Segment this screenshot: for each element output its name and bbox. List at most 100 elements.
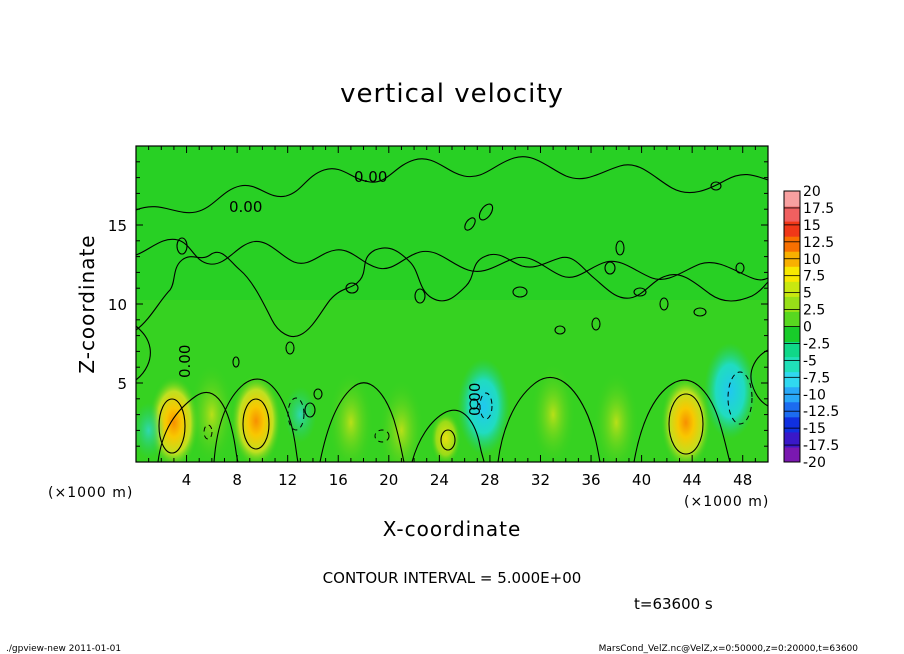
- colorbar-swatch: [784, 356, 800, 373]
- contour-updraft: [440, 429, 456, 451]
- colorbar-label: 2.5: [803, 303, 825, 319]
- contour-small: [176, 237, 188, 255]
- updraft-shading: [659, 374, 712, 462]
- downdraft-shading: [704, 342, 757, 439]
- colorbar-label: 7.5: [803, 269, 825, 285]
- contour-small: [464, 217, 476, 231]
- x-tick-label: 12: [278, 471, 297, 489]
- contour-label: 0.00: [354, 168, 387, 186]
- colorbar-label: -20: [803, 455, 826, 471]
- contour-small: [633, 287, 647, 297]
- contour-small: [313, 388, 323, 400]
- x-tick-label: 36: [581, 471, 600, 489]
- colorbar-label: -15: [803, 421, 826, 437]
- contour-lines: [136, 156, 768, 462]
- contour-small: [478, 203, 494, 221]
- colorbar-label: -2.5: [803, 336, 830, 352]
- y-axis-label: Z-coordinate: [75, 234, 99, 373]
- contour-small: [710, 181, 722, 191]
- colorbar-label: 5: [803, 286, 812, 302]
- colorbar: 2017.51512.5107.552.50-2.5-5-7.5-10-12.5…: [783, 184, 839, 471]
- x-tick-label: 24: [430, 471, 449, 489]
- x-tick-label: 44: [683, 471, 702, 489]
- colorbar-label: 17.5: [803, 201, 834, 217]
- time-label: t=63600 s: [634, 595, 713, 613]
- contour-line: [497, 377, 601, 462]
- contour-small: [604, 261, 616, 275]
- x-axis: 4 8 12 16 20 24 28 32 36 40 44 48: [148, 146, 756, 489]
- colorbar-swatch: [784, 281, 800, 297]
- contour-downdraft: [287, 397, 305, 431]
- contour-line: [411, 409, 485, 462]
- contour-downdraft: [203, 424, 213, 440]
- colorbar-swatch: [784, 371, 800, 388]
- x-tick-label: 40: [632, 471, 651, 489]
- x-tick-label: 16: [329, 471, 348, 489]
- colorbar-swatch: [784, 311, 800, 327]
- contour-small: [304, 402, 316, 418]
- updraft-shading: [230, 372, 283, 462]
- contour-small: [345, 282, 359, 294]
- contour-line: [136, 247, 768, 338]
- field-shading: [531, 364, 576, 462]
- x-tick-label: 32: [531, 471, 550, 489]
- field-shading: [189, 364, 234, 462]
- colorbar-label: 15: [803, 218, 821, 234]
- contour-label: 0.00: [176, 345, 194, 378]
- contour-small: [659, 297, 669, 311]
- contour-small: [693, 307, 707, 317]
- contour-small: [414, 288, 426, 304]
- downdraft-shading: [457, 358, 510, 455]
- colorbar-swatch: [784, 221, 800, 237]
- colorbar-swatch: [784, 206, 800, 222]
- colorbar-swatch: [784, 236, 800, 252]
- x-unit-right: (×1000 m): [684, 494, 769, 510]
- y-tick-label: 10: [108, 296, 127, 314]
- colorbar-label: 12.5: [803, 235, 834, 251]
- contour-small: [512, 286, 528, 298]
- contour-small: [735, 262, 745, 274]
- contour-updraft: [242, 398, 270, 450]
- downdraft-shading: [136, 402, 165, 459]
- contour-line: [136, 325, 151, 381]
- colorbar-swatch: [784, 401, 800, 418]
- y-axis: 5 10 15: [108, 161, 768, 447]
- x-axis-label: X-coordinate: [383, 517, 522, 541]
- colorbar-label: -17.5: [803, 438, 839, 454]
- colorbar-label: -12.5: [803, 404, 839, 420]
- contour-small: [554, 325, 566, 335]
- x-tick-label: 48: [733, 471, 752, 489]
- y-tick-label: 15: [108, 217, 127, 235]
- contour-downdraft: [727, 371, 753, 425]
- field-shading: [379, 380, 424, 462]
- contour-line: [213, 378, 299, 462]
- contour-small: [285, 341, 295, 355]
- contour-line: [633, 379, 731, 462]
- colorbar-label: -7.5: [803, 370, 830, 386]
- plot-area: [136, 146, 768, 462]
- colorbar-swatch: [784, 326, 800, 343]
- colorbar-label: 20: [803, 184, 821, 200]
- contour-small: [469, 398, 479, 410]
- field-shading: [328, 372, 373, 462]
- x-tick-label: 4: [182, 471, 192, 489]
- x-tick-label: 20: [379, 471, 398, 489]
- x-tick-label: 8: [232, 471, 242, 489]
- contour-updraft: [668, 393, 704, 455]
- colorbar-swatch: [784, 431, 800, 448]
- colorbar-label: 10: [803, 252, 821, 268]
- y-tick-label: 5: [117, 375, 127, 393]
- updraft-shading: [429, 410, 462, 462]
- colorbar-swatch: [784, 446, 800, 463]
- colorbar-swatch: [784, 341, 800, 358]
- contour-label: 0.00: [229, 198, 262, 216]
- contour-line: [750, 349, 768, 407]
- contour-line: [136, 156, 768, 214]
- contour-small: [591, 317, 601, 331]
- contour-updraft: [158, 398, 186, 454]
- x-tick-label: 28: [480, 471, 499, 489]
- colorbar-swatch: [784, 266, 800, 282]
- colorbar-swatch: [784, 296, 800, 312]
- colorbar-swatch: [784, 191, 800, 207]
